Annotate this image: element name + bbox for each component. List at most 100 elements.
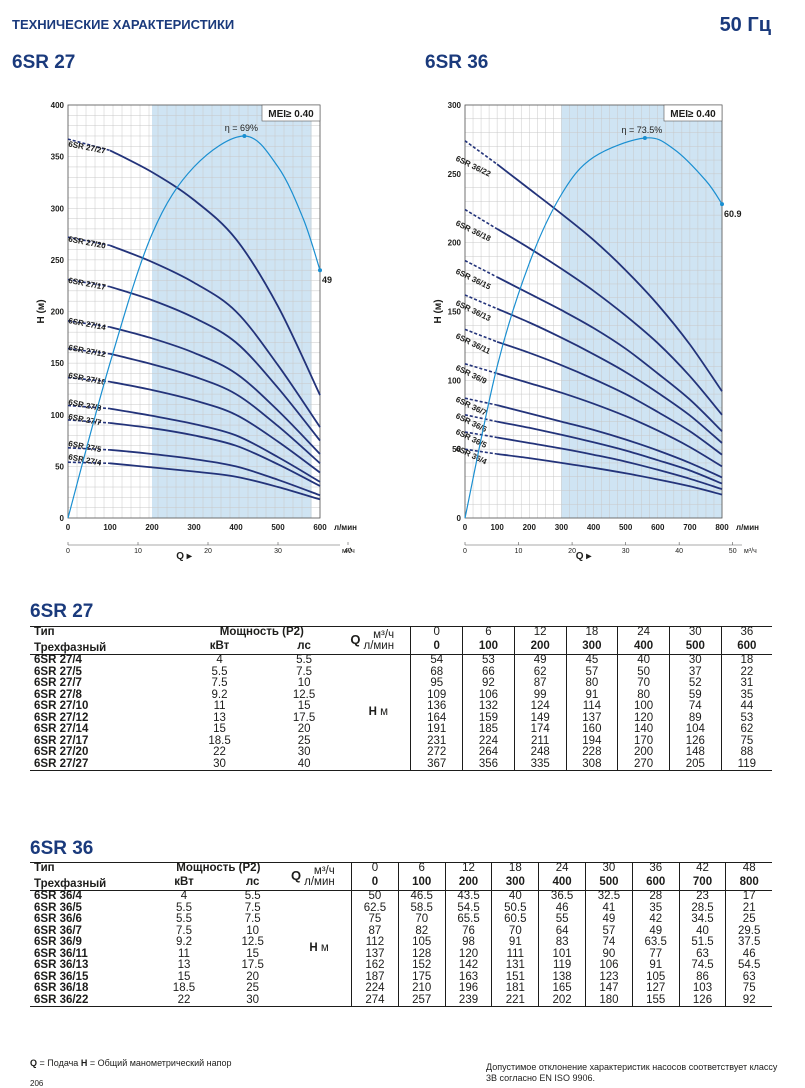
flow-lmin: 100 (397, 874, 446, 891)
x-tick-label: 200 (523, 523, 537, 532)
footer-note-line2: 3B согласно EN ISO 9906. (486, 1073, 595, 1083)
y-tick-label: 100 (51, 411, 65, 420)
row-head-value: 42 (631, 913, 680, 926)
y-tick-label: 250 (448, 170, 462, 179)
row-hp: 25 (297, 734, 311, 747)
row-head-value: 63 (725, 971, 772, 983)
row-head-value: 185 (462, 723, 515, 736)
row-head-value: 55 (538, 913, 586, 926)
mei-label: MEI≥ 0.40 (670, 109, 716, 120)
curve-6sr-36-13 (496, 307, 723, 444)
curve-dashed-6sr-36-11 (464, 328, 498, 343)
row-kw: 5.5 (211, 665, 228, 678)
row-head-value: 174 (513, 723, 567, 736)
plot-frame (464, 104, 723, 519)
footer-note-line1: Допустимое отклонение характеристик насо… (486, 1062, 778, 1072)
row-type: 6SR 27/27 (30, 758, 178, 771)
row-head-value: 152 (397, 959, 446, 972)
q-unit-m3h: м³/ч (373, 628, 395, 641)
efficiency-end-label: 49 (322, 275, 332, 285)
row-head-value: 28 (631, 890, 680, 903)
row-head-value: 103 (678, 982, 726, 995)
row-head-value: 34.5 (678, 913, 726, 926)
row-head-value: 58.5 (397, 902, 446, 914)
table-row: 6SR 36/15 15 20 187 175 163 151 138 123 105 86 63 (30, 971, 772, 983)
row-head-value: 63.5 (631, 936, 680, 949)
row-head-value: 57 (585, 925, 633, 937)
x2-tick-label: 0 (463, 548, 467, 555)
row-head-value: 89 (668, 712, 722, 724)
table-row: 6SR 36/22 22 30 274 257 239 221 202 180 155 126 92 (30, 994, 772, 1007)
curve-dashed-6sr-36-6 (464, 414, 498, 423)
mei-label: MEI≥ 0.40 (268, 109, 314, 120)
row-head-value: 23 (678, 890, 726, 903)
x2-unit-label: м³/ч (342, 548, 355, 555)
row-head-value: 162 (351, 959, 399, 972)
row-kw: 13 (177, 959, 191, 971)
row-head-value: 37 (668, 666, 722, 678)
x2-tick-label: 10 (515, 548, 523, 555)
row-head-value: 62.5 (351, 902, 399, 914)
row-type: 6SR 27/10 (34, 700, 89, 712)
row-hp: 17.5 (241, 959, 264, 971)
row-head-value: 62 (513, 666, 567, 678)
x-unit-label: л/мин (736, 523, 759, 532)
legend-h: H (80, 1058, 88, 1068)
row-head-value: 77 (631, 948, 680, 960)
row-head-value: 165 (538, 982, 586, 995)
plot-frame (67, 104, 321, 519)
row-kw: 4 (216, 654, 223, 666)
efficiency-end-point (720, 202, 724, 207)
row-head-value: 123 (585, 971, 633, 983)
curve-6sr-36-7 (496, 404, 723, 479)
row-head-value: 200 (617, 746, 670, 759)
row-head-value: 30 (668, 654, 722, 667)
row-kw: 5.5 (176, 913, 192, 925)
row-hp: 12.5 (292, 688, 316, 701)
row-head-value: 87 (351, 925, 399, 937)
row-head-value: 140 (617, 723, 670, 736)
row-head-value: 114 (565, 700, 618, 713)
h-unit: м (380, 705, 389, 718)
flow-lmin: 100 (462, 638, 515, 655)
row-head-value: 29.5 (725, 925, 772, 937)
table-row: 6SR 36/6 5.5 7.5 75 70 65.5 60.5 55 49 42 34.5 25 (30, 913, 772, 926)
row-head-value: 98 (444, 936, 492, 949)
row-head-value: 46 (725, 948, 772, 960)
table-row: 6SR 36/13 13 17.5 162 152 142 131 119 106 91 74.5 5… (30, 959, 772, 972)
row-head-value: 40 (678, 925, 726, 937)
row-head-value: 65.5 (444, 913, 492, 926)
row-head-value: 35 (720, 689, 772, 701)
x2-tick-label: 10 (134, 548, 142, 555)
row-head-value: 248 (513, 746, 567, 759)
x-tick-label: 300 (187, 523, 201, 532)
row-head-value: 181 (491, 982, 539, 995)
row-head-value: 105 (397, 936, 446, 949)
curve-6sr-36-9 (496, 372, 723, 468)
row-head-value: 63 (678, 948, 726, 960)
header-h: H м (287, 890, 352, 1007)
row-head-value: 160 (565, 723, 618, 736)
flow-m3h: 36 (631, 862, 680, 875)
row-head-value: 21 (725, 902, 772, 914)
row-head-value: 270 (617, 758, 670, 771)
row-head-value: 151 (491, 971, 539, 983)
flow-lmin: 300 (565, 638, 618, 655)
flow-lmin: 800 (725, 874, 772, 891)
flow-m3h: 30 (668, 626, 722, 639)
row-hp: 5.5 (244, 890, 261, 902)
series-label: 6SR 27/27 (68, 140, 107, 156)
row-head-value: 228 (565, 746, 618, 759)
series-label: 6SR 27/14 (68, 316, 107, 332)
curve-6sr-27-20 (109, 244, 321, 428)
flow-m3h: 24 (617, 626, 670, 639)
x-tick-label: 300 (555, 523, 569, 532)
curve-dashed-6sr-27-14 (67, 320, 111, 328)
footer-legend: Q = Подача H = Общий манометрический нап… (30, 1058, 232, 1068)
row-head-value: 86 (678, 971, 726, 983)
curve-6sr-36-18 (496, 228, 723, 416)
row-head-value: 137 (565, 712, 618, 724)
row-hp: 15 (297, 700, 311, 712)
